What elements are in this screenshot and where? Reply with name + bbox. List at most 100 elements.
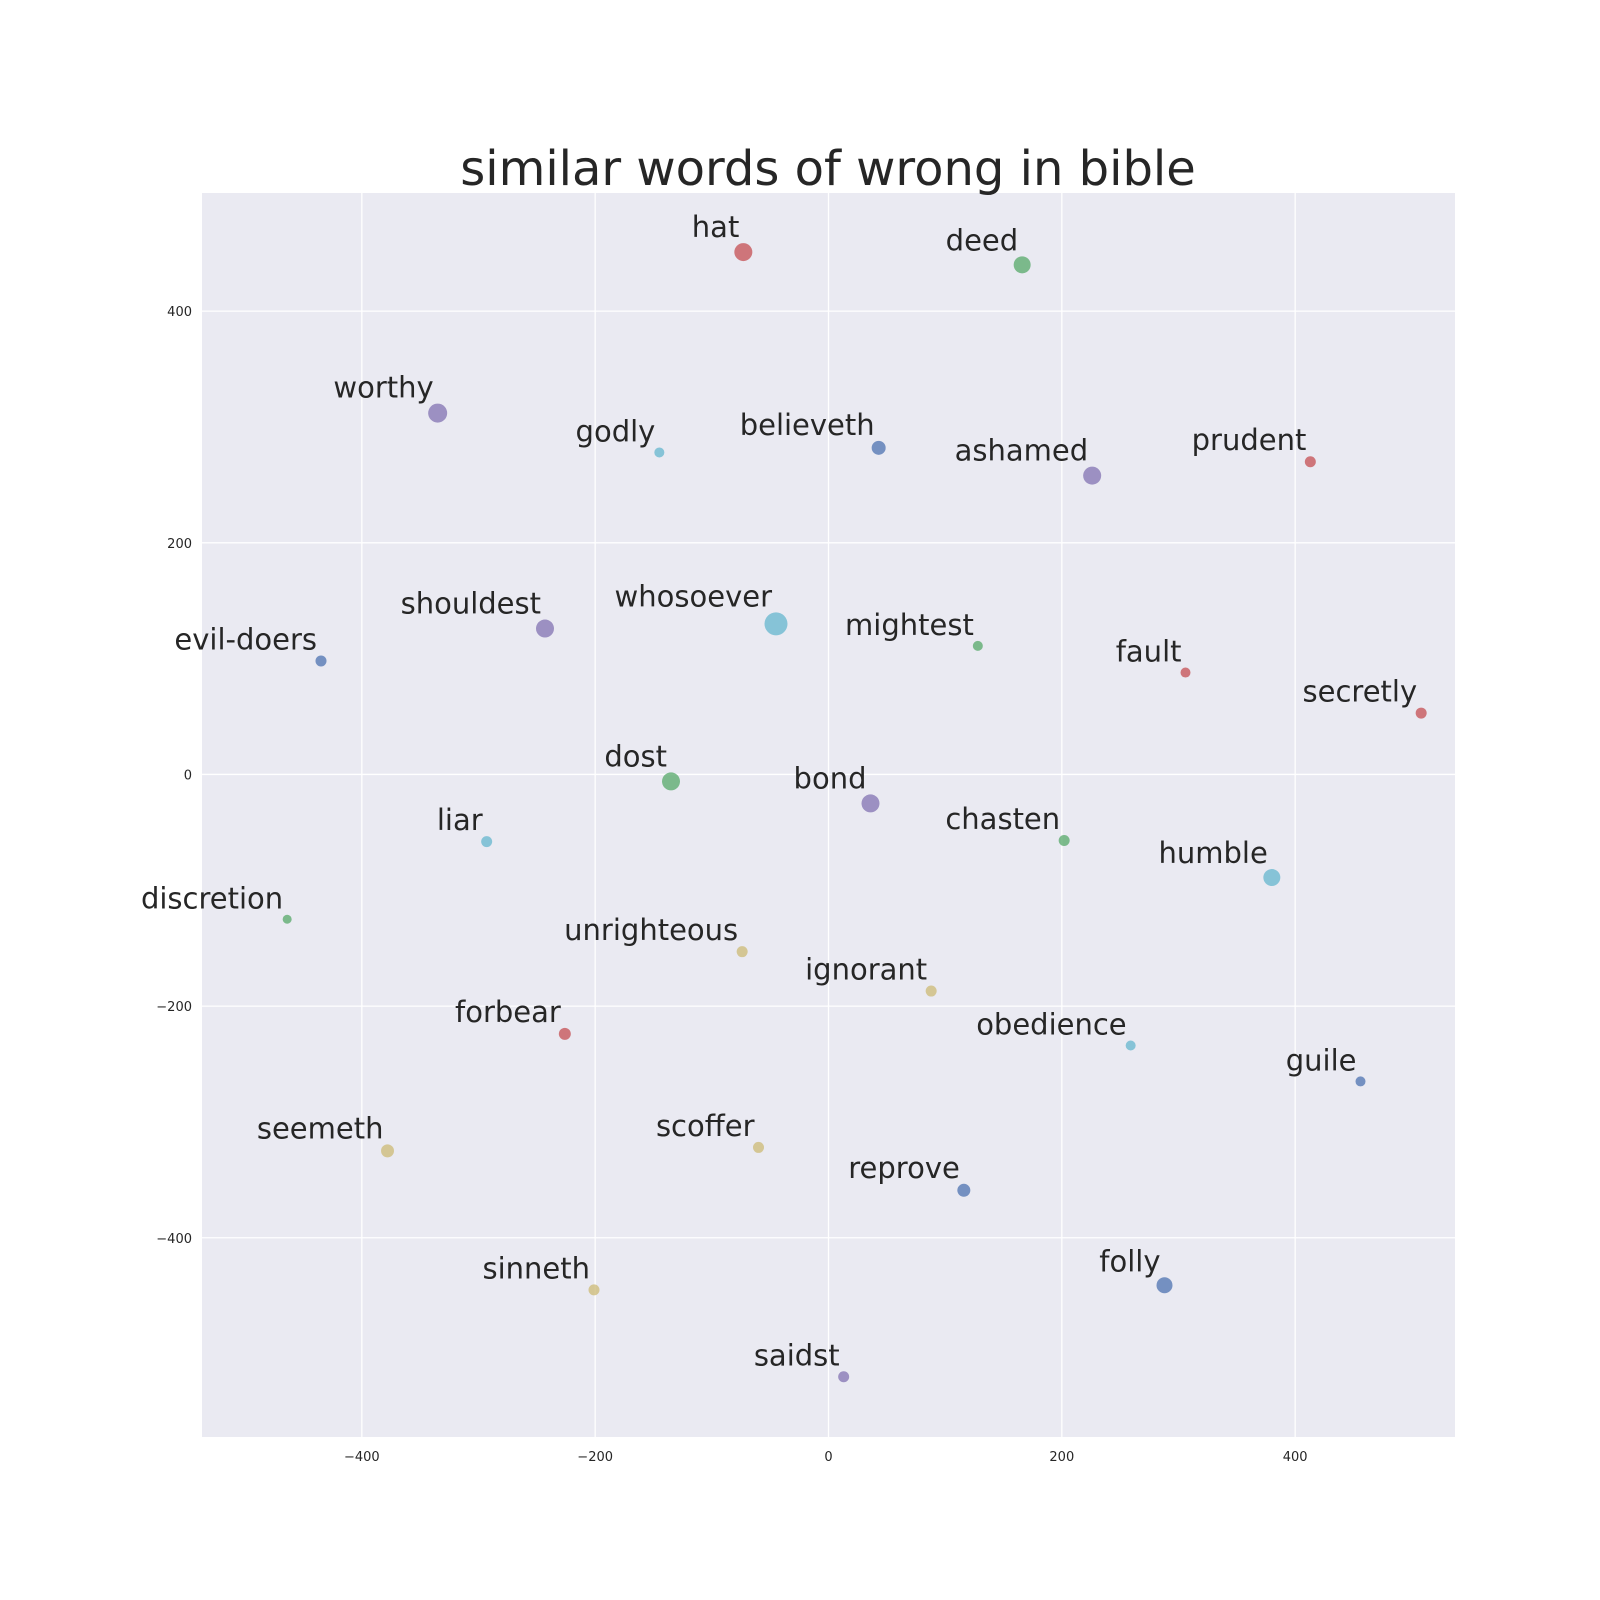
scatter-point-group: folly [1099, 1244, 1173, 1294]
scatter-point-group: evil-doers [174, 622, 327, 667]
point-label: bond [794, 761, 867, 795]
point-label: scoffer [656, 1109, 755, 1143]
scatter-point-group: ashamed [955, 434, 1102, 485]
scatter-point-group: shouldest [401, 587, 554, 638]
scatter-point [481, 836, 493, 848]
y-tick-label: 200 [167, 537, 192, 552]
point-label: shouldest [401, 587, 541, 621]
scatter-point-group: dost [604, 739, 680, 791]
scatter-point-group: mightest [845, 608, 983, 651]
point-label: chasten [945, 802, 1060, 836]
point-label: reprove [848, 1151, 960, 1185]
scatter-point [1415, 707, 1427, 719]
scatter-point-group: obedience [976, 1007, 1136, 1051]
scatter-point [282, 914, 292, 924]
point-label: whosoever [615, 579, 773, 613]
point-label: dost [604, 739, 667, 773]
point-label: fault [1116, 635, 1182, 669]
x-tick-label: 0 [824, 1450, 832, 1465]
y-tick-label: 400 [167, 305, 192, 320]
point-label: deed [946, 223, 1019, 257]
scatter-point-group: saidst [754, 1338, 850, 1383]
scatter-point-group: prudent [1192, 423, 1316, 468]
scatter-point-group: seemeth [257, 1111, 394, 1158]
scatter-point [957, 1183, 971, 1197]
scatter-point [1263, 869, 1281, 887]
scatter-point [662, 772, 680, 791]
scatter-point-group: reprove [848, 1151, 971, 1197]
y-tick-label: 0 [184, 768, 192, 783]
scatter-point-group: unrighteous [564, 913, 748, 958]
scatter-point [536, 619, 554, 638]
scatter-point [972, 640, 983, 651]
scatter-point-group: humble [1159, 836, 1281, 887]
point-label: hat [692, 210, 740, 244]
scatter-point-group: discretion [141, 882, 292, 924]
point-label: godly [576, 414, 656, 448]
scatter-point-group: worthy [333, 371, 448, 423]
scatter-point [838, 1371, 850, 1383]
scatter-point [925, 985, 937, 997]
scatter-point [558, 1027, 571, 1040]
scatter-point [764, 612, 788, 636]
scatter-point-group: bond [794, 761, 880, 813]
scatter-point [588, 1284, 600, 1296]
point-label: saidst [754, 1338, 840, 1372]
point-label: worthy [333, 371, 433, 405]
scatter-point-group: believeth [740, 408, 886, 455]
scatter-point [428, 403, 448, 423]
point-label: evil-doers [174, 622, 317, 656]
scatter-point [734, 243, 753, 262]
point-label: mightest [845, 608, 974, 642]
scatter-point [315, 655, 327, 667]
scatter-point-group: guile [1286, 1043, 1366, 1087]
point-label: secretly [1303, 675, 1418, 709]
scatter-point-group: whosoever [615, 579, 788, 636]
point-label: sinneth [482, 1251, 590, 1285]
scatter-point-group: ignorant [805, 953, 937, 997]
scatter-point [381, 1144, 394, 1158]
point-label: discretion [141, 882, 283, 916]
scatter-point [1180, 667, 1191, 678]
y-tick-label: −400 [156, 1232, 192, 1247]
x-tick-label: −400 [344, 1450, 380, 1465]
point-label: obedience [976, 1007, 1126, 1041]
x-tick-label: −200 [577, 1450, 613, 1465]
scatter-point [1083, 466, 1102, 485]
point-label: folly [1099, 1244, 1160, 1278]
point-label: seemeth [257, 1111, 384, 1145]
scatter-point [871, 440, 886, 455]
point-label: forbear [455, 995, 561, 1029]
point-label: believeth [740, 408, 875, 442]
tick-labels: −400 −200 0 200 400 400 200 0 −200 −400 [156, 305, 1307, 1465]
x-tick-label: 400 [1283, 1450, 1308, 1465]
scatter-point [1058, 834, 1070, 846]
scatter-point-group: secretly [1303, 675, 1427, 719]
y-tick-label: −200 [156, 1000, 192, 1015]
scatter-point-group: forbear [455, 995, 571, 1040]
scatter-point-group: godly [576, 414, 665, 458]
scatter-point-group: sinneth [482, 1251, 600, 1296]
data-points: hat deed worthy godly believeth ashamed pruden… [141, 210, 1427, 1383]
grid [202, 193, 1455, 1437]
point-label: prudent [1192, 423, 1307, 457]
x-tick-label: 200 [1049, 1450, 1074, 1465]
point-label: ignorant [805, 953, 927, 987]
scatter-point [654, 447, 665, 458]
scatter-point [736, 946, 748, 958]
chart-title: similar words of wrong in bible [460, 141, 1196, 197]
scatter-point [1156, 1277, 1173, 1294]
point-label: liar [437, 803, 483, 837]
scatter-point [861, 794, 880, 813]
scatter-point-group: liar [437, 803, 493, 848]
point-label: humble [1159, 836, 1268, 870]
scatter-point-group: scoffer [656, 1109, 764, 1153]
point-label: unrighteous [564, 913, 738, 947]
point-label: ashamed [955, 434, 1089, 468]
scatter-point [1304, 456, 1316, 468]
scatter-point [1013, 256, 1031, 274]
scatter-point-group: fault [1116, 635, 1191, 678]
scatter-point [1355, 1076, 1366, 1087]
scatter-point [1125, 1040, 1136, 1051]
